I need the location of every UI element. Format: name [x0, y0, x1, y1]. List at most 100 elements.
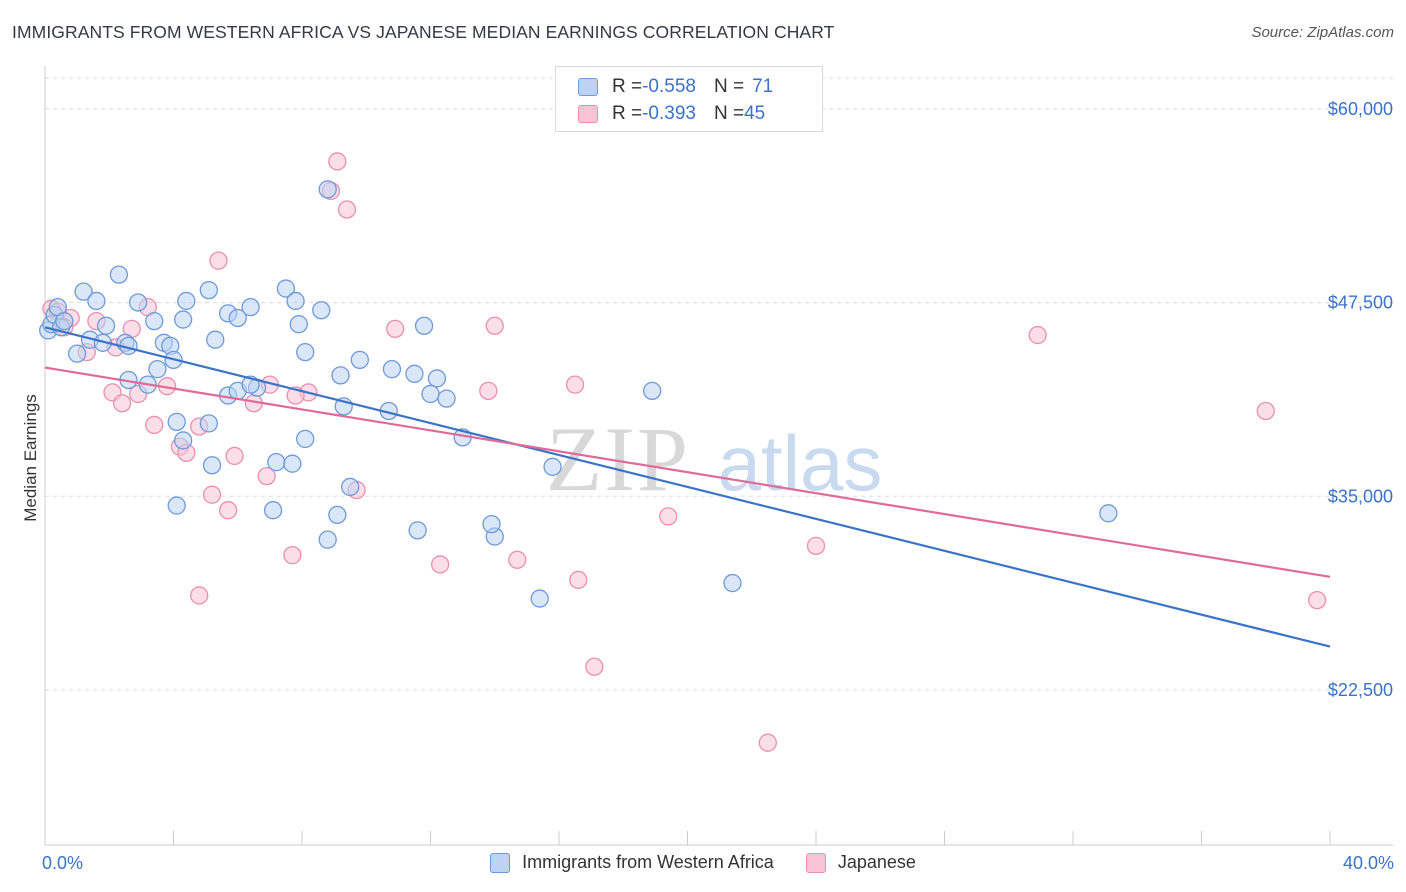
japanese-point [1308, 590, 1327, 610]
western-africa-point [1099, 504, 1118, 523]
watermark-atlas: atlas [718, 419, 883, 507]
japanese-point [202, 485, 222, 504]
legend-swatch-blue [578, 78, 598, 96]
western-africa-point [276, 279, 296, 298]
legend-row-western-africa: R = -0.558 N = 71 [578, 75, 773, 99]
western-africa-point [427, 369, 447, 388]
western-africa-point [67, 344, 87, 363]
legend-swatch-blue [490, 852, 511, 873]
japanese-point [190, 586, 209, 605]
legend-n-value: 45 [744, 103, 766, 124]
japanese-point [112, 394, 132, 413]
western-africa-point [267, 452, 286, 472]
western-africa-point [289, 315, 308, 334]
legend-item-japanese: Japanese [805, 852, 916, 873]
western-africa-point [96, 316, 116, 335]
western-africa-point [74, 282, 93, 301]
japanese-point [209, 251, 228, 270]
series-legend: Immigrants from Western Africa Japanese [0, 852, 1406, 873]
western-africa-point [206, 330, 225, 349]
legend-label-japanese: Japanese [837, 852, 916, 872]
watermark: ZIP atlas [546, 408, 882, 510]
western-africa-point [331, 366, 350, 385]
trend-line-japanese [44, 366, 1331, 578]
japanese-point [758, 733, 777, 752]
correlation-legend: R = -0.558 N = 71 R = -0.393 N = 45 [555, 66, 823, 132]
japanese-point [283, 546, 302, 565]
western-africa-point [55, 311, 74, 331]
trend-line-western-africa [44, 326, 1331, 648]
western-africa-point [173, 431, 193, 450]
japanese-point [386, 319, 405, 339]
western-africa-point [318, 180, 337, 199]
western-africa-point [405, 364, 424, 383]
western-africa-point [202, 456, 222, 475]
y-tick-label: $35,000 [1328, 486, 1393, 506]
western-africa-point [228, 308, 247, 328]
legend-label-western-africa: Immigrants from Western Africa [522, 852, 774, 872]
western-africa-point [408, 521, 427, 540]
western-africa-point [530, 589, 549, 608]
western-africa-point [286, 291, 305, 311]
legend-n-label: N = [713, 103, 745, 124]
x-tick-labels: 0.0% 40.0% [42, 853, 1394, 873]
western-africa-point [167, 496, 186, 515]
watermark-zip: ZIP [546, 408, 690, 510]
japanese-point [218, 501, 238, 520]
series-western-africa [39, 180, 1118, 608]
western-africa-point [296, 342, 315, 362]
chart-title: IMMIGRANTS FROM WESTERN AFRICA VS JAPANE… [12, 22, 835, 42]
japanese-point [508, 550, 527, 569]
x-tick-label: 40.0% [1343, 853, 1394, 873]
western-africa-point [173, 310, 193, 329]
y-axis-label: Median Earnings [21, 394, 40, 522]
western-africa-point [199, 414, 218, 433]
japanese-point [337, 200, 357, 219]
series-japanese [42, 152, 1327, 752]
japanese-point [479, 381, 498, 401]
japanese-point [1256, 401, 1275, 421]
japanese-point [430, 555, 450, 574]
axes [44, 66, 1393, 846]
japanese-point [659, 507, 678, 526]
japanese-point [569, 570, 588, 590]
western-africa-point [350, 350, 369, 370]
source-label: Source: ZipAtlas.com [1251, 24, 1394, 41]
western-africa-point [177, 291, 196, 311]
western-africa-point [421, 384, 440, 404]
legend-r-label: R = [612, 76, 643, 97]
western-africa-point [414, 316, 434, 335]
y-tick-labels: $22,500 $35,000 $47,500 $60,000 [1328, 99, 1393, 700]
western-africa-point [312, 301, 331, 320]
x-tick-label: 0.0% [42, 853, 83, 873]
western-africa-point [109, 265, 129, 284]
japanese-point [328, 152, 347, 171]
legend-r-value: -0.393 [642, 103, 696, 124]
y-tick-label: $60,000 [1328, 99, 1393, 119]
western-africa-point [328, 505, 347, 524]
western-africa-point [643, 381, 662, 401]
western-africa-point [129, 293, 148, 312]
japanese-point [257, 466, 276, 486]
western-africa-point [199, 280, 218, 300]
japanese-point [806, 536, 826, 555]
western-africa-point [241, 297, 260, 317]
y-tick-label: $47,500 [1328, 293, 1393, 313]
western-africa-point [723, 573, 742, 593]
japanese-point [1028, 325, 1047, 345]
legend-r-value: -0.558 [642, 76, 696, 97]
legend-swatch-pink [805, 852, 826, 873]
western-africa-point [283, 454, 302, 473]
japanese-point [565, 375, 585, 394]
japanese-point [585, 657, 604, 676]
legend-n-value: 71 [752, 76, 774, 97]
western-africa-point [263, 501, 283, 520]
trend-lines [44, 326, 1331, 648]
western-africa-point [543, 457, 562, 476]
western-africa-point [437, 389, 456, 408]
western-africa-point [341, 477, 360, 497]
legend-swatch-pink [578, 105, 598, 123]
western-africa-point [167, 412, 186, 432]
japanese-point [225, 446, 244, 466]
